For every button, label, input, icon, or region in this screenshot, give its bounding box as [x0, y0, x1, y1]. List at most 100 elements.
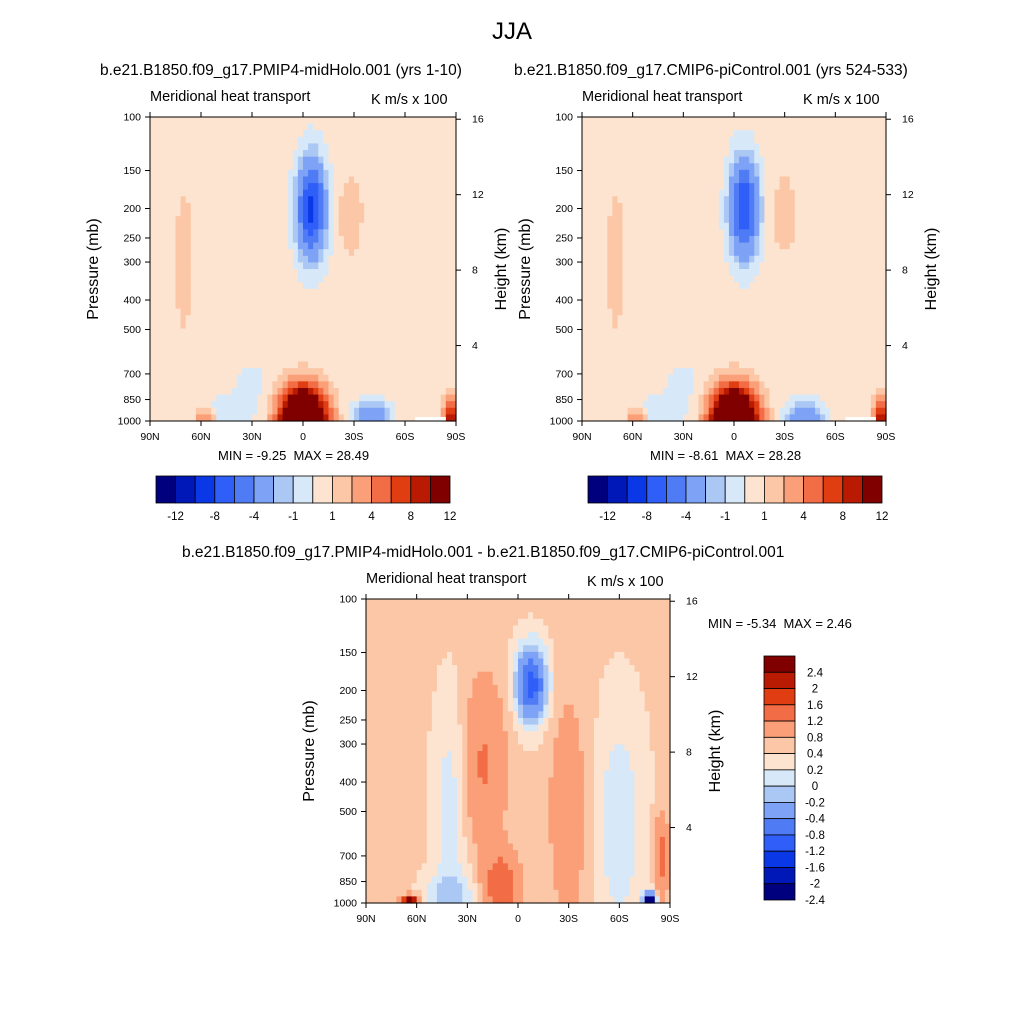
field-cell	[420, 163, 426, 171]
field-cell	[297, 407, 304, 415]
field-cell	[688, 348, 695, 356]
field-cell	[658, 414, 664, 422]
field-cell	[663, 387, 669, 396]
field-cell	[617, 117, 624, 125]
field-cell	[195, 381, 202, 389]
field-cell	[799, 374, 806, 382]
field-cell	[734, 209, 740, 217]
field-cell	[323, 136, 330, 145]
field-cell	[226, 189, 233, 197]
field-cell	[789, 295, 796, 303]
field-cell	[683, 202, 689, 211]
field-cell	[231, 169, 238, 178]
field-cell	[384, 295, 391, 303]
field-cell	[794, 176, 801, 184]
field-cell	[384, 315, 391, 323]
field-cell	[405, 249, 411, 257]
field-cell	[739, 295, 745, 303]
field-cell	[241, 321, 248, 330]
field-cell	[658, 209, 664, 217]
field-cell	[739, 315, 745, 323]
field-cell	[231, 282, 238, 290]
field-cell	[333, 269, 340, 277]
field-cell	[688, 288, 695, 297]
field-cell	[175, 150, 182, 158]
field-cell	[364, 255, 370, 263]
field-cell	[155, 354, 161, 363]
field-cell	[622, 117, 629, 125]
field-cell	[430, 394, 437, 402]
field-cell	[647, 163, 654, 171]
field-cell	[389, 282, 396, 290]
field-cell	[713, 123, 720, 131]
field-cell	[364, 262, 370, 270]
field-cell	[246, 209, 253, 217]
field-cell	[723, 275, 730, 283]
field-cell	[241, 242, 248, 250]
field-cell	[764, 117, 771, 125]
field-cell	[627, 401, 634, 409]
field-cell	[333, 348, 340, 356]
field-cell	[165, 328, 171, 336]
field-cell	[622, 229, 629, 237]
field-cell	[246, 189, 253, 197]
field-cell	[364, 242, 370, 250]
field-cell	[617, 169, 624, 178]
field-cell	[744, 202, 750, 211]
field-cell	[221, 222, 228, 230]
field-cell	[287, 302, 294, 310]
field-cell	[190, 136, 197, 145]
field-cell	[774, 202, 781, 211]
field-cell	[272, 249, 279, 257]
field-cell	[445, 308, 452, 316]
field-cell	[642, 328, 649, 336]
field-cell	[405, 302, 411, 310]
field-cell	[241, 183, 248, 191]
field-cell	[252, 136, 258, 145]
field-cell	[602, 288, 608, 297]
field-cell	[415, 321, 421, 330]
field-cell	[663, 308, 669, 316]
field-cell	[632, 361, 639, 369]
field-cell	[216, 341, 222, 349]
field-cell	[348, 143, 355, 151]
field-cell	[180, 229, 187, 237]
field-cell	[622, 368, 629, 376]
field-cell	[663, 341, 669, 349]
field-cell	[292, 414, 299, 422]
field-cell	[784, 295, 791, 303]
field-cell	[384, 196, 391, 204]
field-cell	[713, 183, 720, 191]
field-cell	[718, 341, 725, 349]
field-cell	[642, 123, 649, 131]
field-cell	[582, 295, 588, 303]
field-cell	[246, 183, 253, 191]
field-cell	[688, 335, 695, 343]
field-cell	[774, 354, 781, 363]
field-cell	[789, 348, 796, 356]
field-cell	[262, 150, 268, 158]
field-cell	[602, 150, 608, 158]
field-cell	[587, 321, 593, 330]
field-cell	[754, 374, 760, 382]
field-cell	[211, 229, 217, 237]
field-cell	[734, 176, 740, 184]
field-cell	[190, 401, 197, 409]
field-cell	[170, 295, 177, 303]
field-cell	[597, 255, 603, 263]
field-cell	[211, 275, 217, 283]
field-cell	[180, 117, 187, 125]
field-cell	[642, 414, 649, 422]
field-cell	[607, 117, 613, 125]
field-cell	[688, 361, 695, 369]
field-cell	[318, 288, 324, 297]
field-cell	[287, 401, 294, 409]
field-cell	[201, 156, 207, 164]
field-cell	[804, 229, 811, 237]
field-cell	[364, 136, 370, 145]
field-cell	[718, 176, 725, 184]
field-cell	[668, 262, 674, 270]
y-tick-label: 700	[123, 368, 141, 380]
field-cell	[652, 235, 659, 244]
field-cell	[688, 255, 695, 263]
